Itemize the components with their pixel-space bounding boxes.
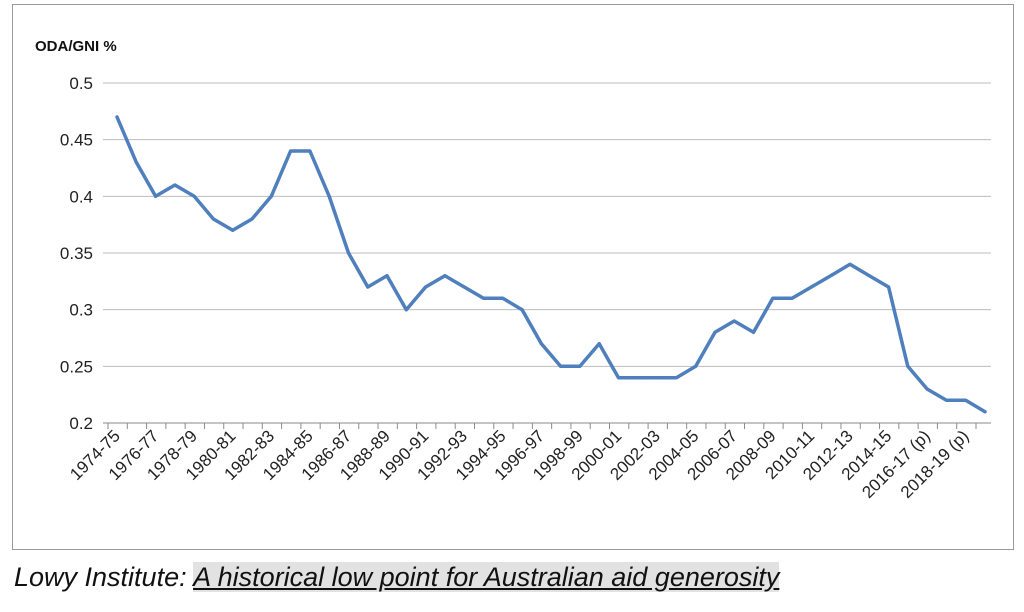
y-axis-label: ODA/GNI % [35, 38, 117, 55]
data-point [983, 410, 987, 414]
data-point [829, 274, 833, 278]
data-point [346, 251, 350, 255]
data-point [694, 364, 698, 368]
data-point [887, 285, 891, 289]
chart-frame: ODA/GNI % 0.5 0.45 0.4 0.35 0.3 0.25 0.2 1974-7… [12, 4, 1014, 550]
data-point [713, 330, 717, 334]
data-point [462, 285, 466, 289]
data-point [211, 217, 215, 221]
data-point [115, 115, 119, 119]
data-point [308, 149, 312, 153]
data-point [771, 296, 775, 300]
data-point [674, 376, 678, 380]
caption-article-link[interactable]: A historical low point for Australian ai… [193, 562, 780, 592]
data-point [385, 274, 389, 278]
data-point [154, 194, 158, 198]
data-point [404, 308, 408, 312]
y-tick-label: 0.45 [60, 131, 93, 150]
data-point [925, 387, 929, 391]
y-tick-label: 0.3 [69, 301, 93, 320]
data-point [192, 194, 196, 198]
data-point [964, 398, 968, 402]
data-point [597, 342, 601, 346]
caption: Lowy Institute: A historical low point f… [14, 562, 780, 593]
data-point [231, 228, 235, 232]
data-point [501, 296, 505, 300]
y-tick-label: 0.4 [69, 187, 93, 206]
data-point [269, 194, 273, 198]
data-point [655, 376, 659, 380]
data-point [790, 296, 794, 300]
data-point [809, 285, 813, 289]
y-tick-label: 0.25 [60, 357, 93, 376]
data-point [250, 217, 254, 221]
y-tick-label: 0.5 [69, 74, 93, 93]
data-point [366, 285, 370, 289]
data-point [944, 398, 948, 402]
data-point [134, 160, 138, 164]
line-chart: ODA/GNI % 0.50.450.40.350.30.250.21974-7… [35, 38, 991, 502]
data-point [752, 330, 756, 334]
y-tick-label: 0.2 [69, 414, 93, 433]
data-point [481, 296, 485, 300]
data-point [867, 274, 871, 278]
data-point [173, 183, 177, 187]
data-point [636, 376, 640, 380]
data-point [443, 274, 447, 278]
data-point [906, 364, 910, 368]
data-point [617, 376, 621, 380]
data-point [578, 364, 582, 368]
caption-source: Lowy Institute: [14, 562, 194, 592]
data-point [539, 342, 543, 346]
data-point [289, 149, 293, 153]
data-point [520, 308, 524, 312]
data-point [327, 194, 331, 198]
series-line [115, 115, 987, 414]
data-point [424, 285, 428, 289]
data-point [559, 364, 563, 368]
data-point [848, 262, 852, 266]
y-tick-label: 0.35 [60, 244, 93, 263]
data-point [732, 319, 736, 323]
